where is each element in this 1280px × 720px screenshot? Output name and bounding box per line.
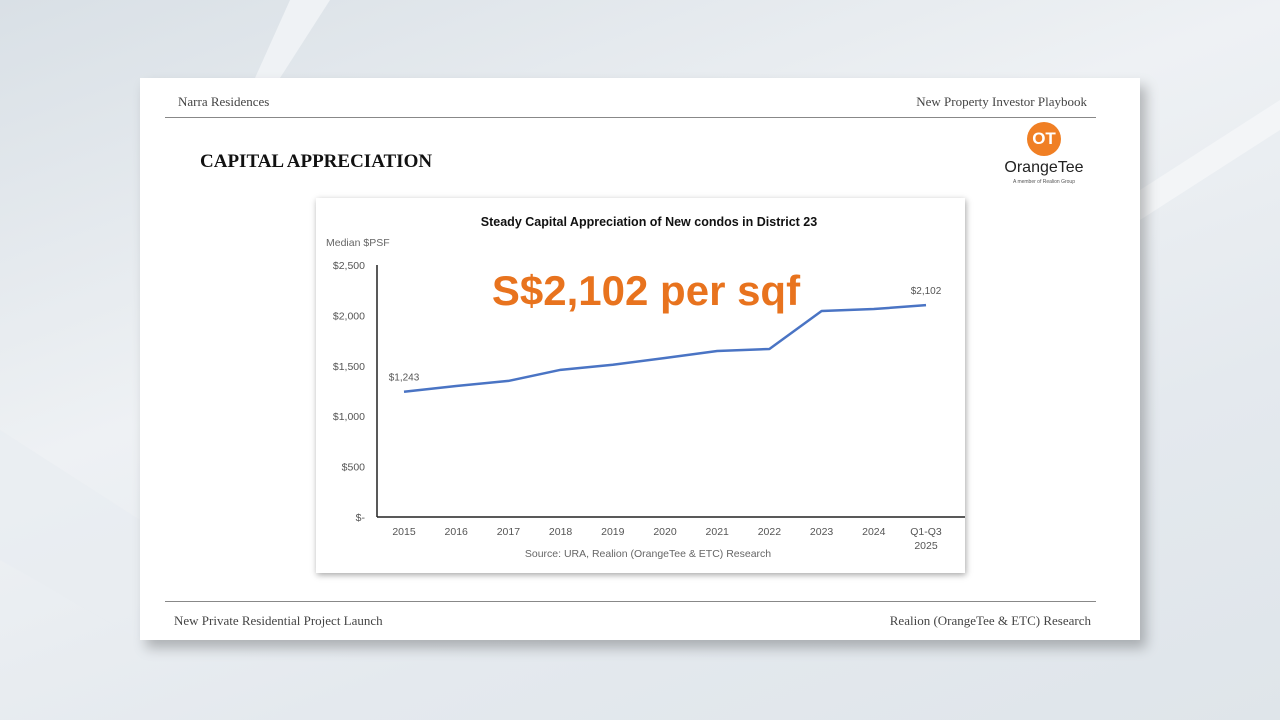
x-tick-label: 2020 (653, 526, 677, 538)
chart-title: Steady Capital Appreciation of New condo… (481, 215, 817, 229)
x-tick-label: Q1-Q3 2025 (910, 526, 942, 552)
footer-right: Realion (OrangeTee & ETC) Research (889, 613, 1091, 628)
x-tick-label: 2017 (497, 526, 521, 538)
x-tick-label: 2024 (862, 526, 886, 538)
line-chart: Steady Capital Appreciation of New condo… (326, 215, 965, 560)
x-tick-label: 2018 (549, 526, 573, 538)
y-tick-label: $1,000 (333, 411, 365, 423)
data-label: $1,243 (389, 373, 420, 384)
data-label: $2,102 (911, 286, 942, 297)
x-tick-label: 2019 (601, 526, 625, 538)
page-title: CAPITAL APPRECIATION (200, 151, 433, 172)
logo-name: OrangeTee (1004, 159, 1084, 176)
highlight-annotation: S$2,102 per sqf (492, 267, 801, 314)
x-tick-label: 2016 (445, 526, 469, 538)
y-tick-label: $2,000 (333, 310, 365, 322)
header-right: New Property Investor Playbook (916, 94, 1087, 109)
header-divider (165, 117, 1096, 118)
chart-source: Source: URA, Realion (OrangeTee & ETC) R… (525, 548, 771, 560)
logo-mark-icon: OT (1027, 122, 1061, 156)
series-line (403, 303, 927, 393)
header-left: Narra Residences (178, 94, 270, 109)
y-tick-label: $- (356, 512, 366, 524)
x-tick-label: 2023 (810, 526, 834, 538)
y-tick-label: $2,500 (333, 260, 365, 272)
footer-divider (165, 601, 1096, 602)
logo-tagline: A member of Realion Group (1013, 179, 1075, 185)
x-tick-label: 2015 (392, 526, 416, 538)
footer-left: New Private Residential Project Launch (174, 613, 383, 628)
x-tick-label: 2022 (758, 526, 782, 538)
slide: Narra Residences New Property Investor P… (140, 78, 1140, 640)
y-tick-label: $1,500 (333, 361, 365, 373)
orangetee-logo: OT OrangeTee A member of Realion Group (998, 122, 1090, 185)
x-tick-label: 2021 (706, 526, 730, 538)
y-axis-label: Median $PSF (326, 237, 390, 249)
chart-panel: Steady Capital Appreciation of New condo… (316, 198, 965, 573)
y-tick-label: $500 (342, 462, 366, 474)
